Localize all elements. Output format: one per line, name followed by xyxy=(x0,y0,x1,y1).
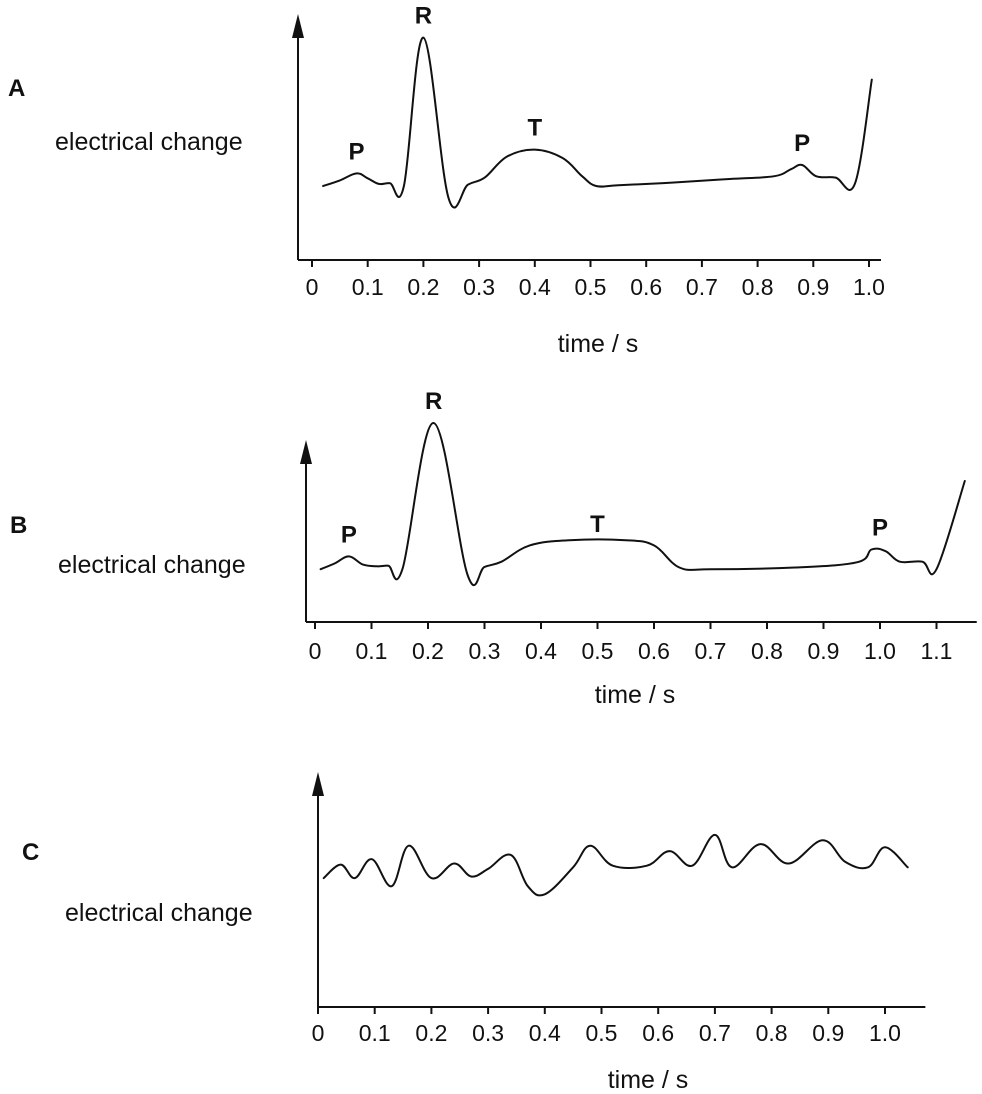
x-axis-label: time / s xyxy=(558,330,639,358)
x-tick-label: 0.9 xyxy=(808,638,840,664)
y-axis-arrow-icon xyxy=(300,440,312,464)
panel-letter: A xyxy=(8,75,25,102)
y-axis-label: electrical change xyxy=(55,128,243,156)
x-tick-label: 0.1 xyxy=(359,1020,391,1046)
panel-letter: B xyxy=(10,512,27,539)
x-tick-label: 0.7 xyxy=(699,1020,731,1046)
x-tick-label: 0.9 xyxy=(797,274,829,300)
y-axis-arrow-icon xyxy=(292,14,304,38)
x-tick-label: 0 xyxy=(309,638,322,664)
wave-label-p: P xyxy=(872,514,888,541)
wave-label-p: P xyxy=(341,521,357,548)
x-tick-label: 0.5 xyxy=(582,638,614,664)
x-tick-label: 0.4 xyxy=(519,274,551,300)
panel-letter: C xyxy=(22,839,39,866)
y-axis-label: electrical change xyxy=(65,899,253,927)
x-tick-label: 0.2 xyxy=(407,274,439,300)
x-tick-label: 0.2 xyxy=(412,638,444,664)
x-tick-label: 0.8 xyxy=(751,638,783,664)
wave-label-r: R xyxy=(425,388,442,415)
x-tick-label: 1.0 xyxy=(869,1020,901,1046)
x-tick-label: 0.2 xyxy=(415,1020,447,1046)
x-tick-label: 0.6 xyxy=(642,1020,674,1046)
x-tick-label: 0.8 xyxy=(756,1020,788,1046)
x-tick-label: 0.3 xyxy=(472,1020,504,1046)
wave-label-t: T xyxy=(527,115,542,142)
x-tick-label: 0.7 xyxy=(695,638,727,664)
x-tick-label: 0.4 xyxy=(529,1020,561,1046)
x-tick-label: 0.5 xyxy=(575,274,607,300)
x-tick-label: 0.6 xyxy=(638,638,670,664)
x-tick-label: 0 xyxy=(312,1020,325,1046)
x-tick-label: 1.0 xyxy=(864,638,896,664)
wave-label-r: R xyxy=(415,3,432,30)
x-tick-label: 0.5 xyxy=(586,1020,618,1046)
x-tick-label: 1.0 xyxy=(853,274,885,300)
x-tick-label: 0.7 xyxy=(686,274,718,300)
ecg-trace xyxy=(322,833,909,897)
x-tick-label: 0.9 xyxy=(812,1020,844,1046)
wave-label-p: P xyxy=(349,138,365,165)
x-tick-label: 0.3 xyxy=(469,638,501,664)
x-tick-label: 0.4 xyxy=(525,638,557,664)
x-axis-label: time / s xyxy=(608,1066,689,1094)
ecg-trace xyxy=(322,36,873,209)
y-axis-arrow-icon xyxy=(312,772,324,796)
x-axis-label: time / s xyxy=(595,681,676,709)
x-tick-label: 0.1 xyxy=(352,274,384,300)
x-tick-label: 0.6 xyxy=(630,274,662,300)
x-tick-label: 0 xyxy=(306,274,319,300)
wave-label-t: T xyxy=(590,511,605,538)
x-tick-label: 0.1 xyxy=(356,638,388,664)
ecg-trace xyxy=(319,421,966,586)
x-tick-label: 0.8 xyxy=(742,274,774,300)
x-tick-label: 1.1 xyxy=(921,638,953,664)
y-axis-label: electrical change xyxy=(58,551,246,579)
x-tick-label: 0.3 xyxy=(463,274,495,300)
wave-label-p: P xyxy=(794,130,810,157)
